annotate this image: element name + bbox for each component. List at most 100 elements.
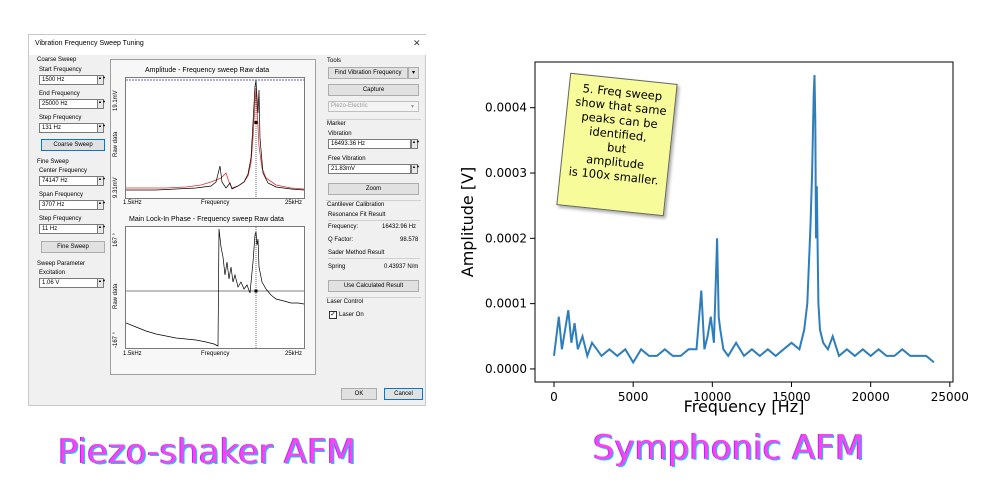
dialog-title: Vibration Frequency Sweep Tuning bbox=[35, 40, 144, 47]
find-dropdown-chevron-icon[interactable]: ▾ bbox=[408, 67, 419, 79]
fine-sweep-button[interactable]: Fine Sweep bbox=[41, 241, 105, 253]
amplitude-ymin-label: 9.31mV bbox=[113, 177, 119, 198]
phase-ymin-label: -167 ° bbox=[113, 331, 119, 348]
y-tick-label: 0.0001 bbox=[485, 297, 527, 311]
end-frequency-input[interactable]: 25000 Hz bbox=[39, 99, 98, 109]
x-tick-label: 0 bbox=[550, 390, 558, 404]
q-factor-value: 98.578 bbox=[400, 237, 419, 243]
y-tick-label: 0.0004 bbox=[485, 101, 527, 115]
zoom-button[interactable]: Zoom bbox=[328, 183, 419, 195]
coarse-step-label: Step Frequency bbox=[39, 115, 82, 121]
resonance-divider bbox=[328, 220, 420, 221]
span-frequency-input[interactable]: 3707 Hz bbox=[39, 200, 98, 210]
use-calculated-result-button[interactable]: Use Calculated Result bbox=[328, 280, 419, 292]
amplitude-frequency-chart: 0 5000 10000 15000 20000 25000 0.00000.00010.… bbox=[458, 61, 969, 416]
coarse-sweep-button[interactable]: Coarse Sweep bbox=[41, 139, 105, 151]
amplitude-plot[interactable] bbox=[125, 77, 305, 199]
vibration-label: Vibration bbox=[328, 131, 352, 137]
fine-step-label: Step Frequency bbox=[39, 216, 82, 222]
phase-xmax-label: 25kHz bbox=[285, 351, 303, 357]
span-frequency-label: Span Frequency bbox=[39, 192, 84, 198]
sader-divider bbox=[328, 258, 420, 259]
y-tick-label: 0.0002 bbox=[485, 231, 527, 245]
phase-y-axis-label: Raw data bbox=[113, 283, 119, 309]
free-vibration-input[interactable]: 21.83mV bbox=[328, 164, 411, 174]
spring-label: Spring bbox=[328, 264, 346, 270]
right-caption: Symphonic AFM bbox=[593, 428, 865, 468]
q-factor-label: Q Factor: bbox=[328, 237, 354, 243]
center-frequency-label: Center Frequency bbox=[39, 168, 88, 174]
center-frequency-input[interactable]: 74147 Hz bbox=[39, 176, 98, 186]
tools-section: Tools bbox=[327, 58, 342, 64]
mode-chevron-down-icon: ▾ bbox=[411, 104, 415, 110]
fine-step-input[interactable]: 11 Hz bbox=[39, 224, 98, 234]
amplitude-plot-canvas bbox=[126, 79, 304, 198]
fit-frequency-value: 16432.96 Hz bbox=[382, 224, 417, 230]
y-tick-label: 0.0000 bbox=[485, 362, 527, 376]
end-frequency-label: End Frequency bbox=[39, 91, 80, 97]
excitation-spinner[interactable]: ▲▼ bbox=[97, 278, 106, 288]
fine-sweep-section: Fine Sweep bbox=[37, 159, 69, 165]
x-axis-label: Frequency [Hz] bbox=[684, 397, 805, 416]
phase-plot-title: Main Lock-In Phase - Frequency sweep Raw… bbox=[129, 216, 284, 223]
sweep-parameter-section: Sweep Parameter bbox=[37, 261, 86, 267]
phase-plot-canvas bbox=[126, 227, 304, 348]
cantilever-calibration-section: Cantilever Calibration bbox=[327, 202, 385, 208]
sader-method-header: Sader Method Result bbox=[328, 250, 385, 256]
amplitude-y-axis-label: Raw data bbox=[113, 131, 119, 157]
coarse-step-spinner[interactable]: ▲▼ bbox=[97, 123, 106, 133]
mode-select[interactable]: Piezo-Electric ▾ bbox=[328, 101, 419, 112]
phase-ymax-label: 167 ° bbox=[113, 232, 119, 247]
y-axis-ticks: 0.0000 0.0001 0.0002 0.0003 0.0004 bbox=[485, 101, 535, 376]
laser-on-label: Laser On bbox=[339, 312, 364, 318]
left-caption: Piezo-shaker AFM bbox=[58, 432, 357, 472]
x-tick-label: 10000 bbox=[693, 390, 731, 404]
ok-button[interactable]: OK bbox=[341, 388, 377, 400]
amplitude-xmax-label: 25kHz bbox=[285, 200, 303, 206]
find-vibration-frequency-button[interactable]: Find Vibration Frequency bbox=[328, 67, 408, 79]
x-tick-label: 25000 bbox=[931, 390, 969, 404]
start-frequency-label: Start Frequency bbox=[39, 67, 82, 73]
excitation-input[interactable]: 1.06 V bbox=[39, 278, 98, 288]
x-tick-label: 20000 bbox=[852, 390, 890, 404]
free-vibration-label: Free Vibration bbox=[328, 156, 366, 162]
x-tick-label: 5000 bbox=[618, 390, 649, 404]
fit-frequency-label: Frequency: bbox=[328, 224, 359, 230]
end-frequency-spinner[interactable]: ▲▼ bbox=[97, 99, 106, 109]
phase-plot[interactable] bbox=[125, 226, 305, 349]
sticky-note: 5. Freq sweep show that same peaks can be i… bbox=[556, 72, 678, 217]
coarse-sweep-section: Coarse Sweep bbox=[37, 57, 77, 63]
coarse-step-input[interactable]: 131 Hz bbox=[39, 123, 98, 133]
laser-divider bbox=[326, 297, 421, 298]
capture-button[interactable]: Capture bbox=[328, 84, 419, 96]
amplitude-xmin-label: 1.5kHz bbox=[123, 200, 142, 206]
free-vibration-spinner[interactable]: ▲▼ bbox=[411, 164, 420, 174]
y-axis-label: Amplitude [V] bbox=[458, 167, 477, 278]
vibration-input[interactable]: 16493.36 Hz bbox=[328, 139, 411, 149]
y-tick-label: 0.0003 bbox=[485, 166, 527, 180]
laser-control-section: Laser Control bbox=[327, 299, 364, 305]
x-tick-label: 15000 bbox=[772, 390, 810, 404]
series-line bbox=[553, 75, 935, 365]
close-icon[interactable]: ✕ bbox=[413, 38, 421, 48]
start-frequency-spinner[interactable]: ▲▼ bbox=[97, 75, 106, 85]
span-frequency-spinner[interactable]: ▲▼ bbox=[97, 200, 106, 210]
calibration-divider bbox=[326, 200, 421, 201]
cancel-button[interactable]: Cancel bbox=[384, 388, 423, 400]
phase-xmin-label: 1.5kHz bbox=[123, 351, 142, 357]
phase-x-axis-label: Frequency bbox=[201, 351, 230, 357]
resonance-fit-header: Resonance Fit Result bbox=[328, 212, 386, 218]
marker-divider bbox=[326, 119, 421, 120]
vibration-spinner[interactable]: ▲▼ bbox=[411, 139, 420, 149]
excitation-label: Excitation bbox=[39, 270, 66, 276]
fine-step-spinner[interactable]: ▲▼ bbox=[97, 224, 106, 234]
amplitude-x-axis-label: Frequency bbox=[201, 200, 230, 206]
amplitude-plot-title: Amplitude - Frequency sweep Raw data bbox=[145, 67, 270, 74]
laser-on-checkbox[interactable]: ✓ bbox=[329, 311, 337, 319]
x-axis-ticks: 0 5000 10000 15000 20000 25000 bbox=[550, 382, 969, 404]
dialog-titlebar bbox=[29, 35, 427, 55]
center-frequency-spinner[interactable]: ▲▼ bbox=[97, 176, 106, 186]
amplitude-ymax-label: 19.1mV bbox=[113, 90, 119, 111]
start-frequency-input[interactable]: 1500 Hz bbox=[39, 75, 98, 85]
marker-section: Marker bbox=[327, 121, 346, 127]
